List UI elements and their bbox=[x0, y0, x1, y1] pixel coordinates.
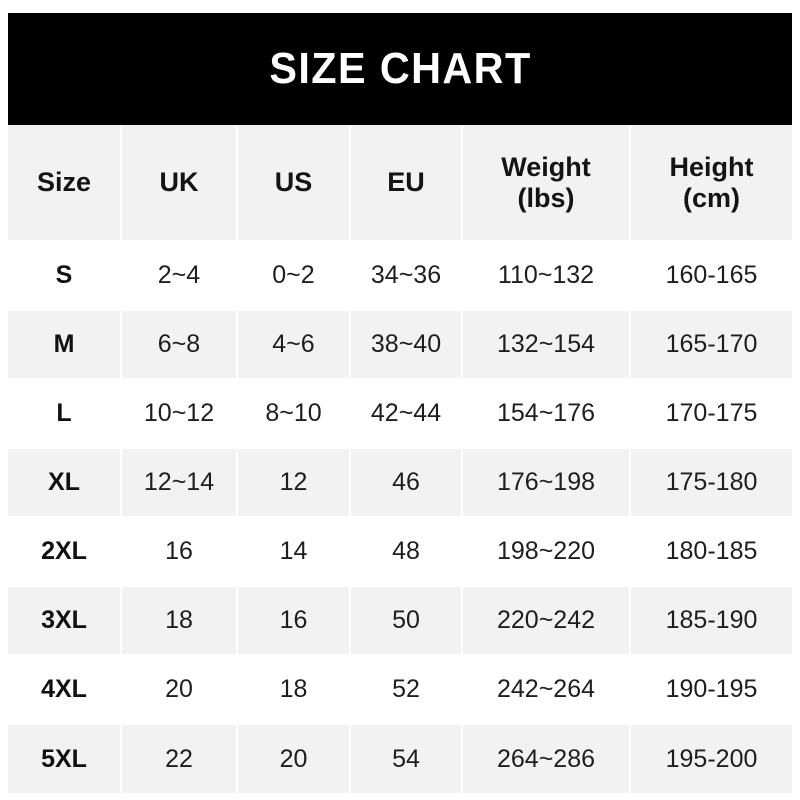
column-header-height-line1: Height bbox=[669, 152, 754, 183]
cell-size: L bbox=[8, 379, 122, 449]
cell-uk: 12~14 bbox=[121, 448, 238, 518]
cell-eu: 38~40 bbox=[350, 310, 463, 380]
cell-size: M bbox=[8, 310, 122, 380]
table-body: S 2~4 0~2 34~36 110~132 160-165 M 6~8 4~… bbox=[8, 241, 792, 793]
cell-size: 3XL bbox=[8, 586, 122, 656]
cell-uk: 2~4 bbox=[121, 241, 238, 311]
table-row: XL 12~14 12 46 176~198 175-180 bbox=[8, 448, 792, 518]
cell-us: 20 bbox=[237, 724, 351, 793]
column-header-weight-line2: (lbs) bbox=[517, 182, 575, 213]
column-header-height: Height (cm) bbox=[630, 125, 792, 242]
cell-eu: 52 bbox=[350, 655, 463, 725]
cell-height: 165-170 bbox=[630, 310, 792, 380]
cell-uk: 20 bbox=[121, 655, 238, 725]
cell-size: 5XL bbox=[8, 724, 122, 793]
column-header-eu: EU bbox=[350, 125, 463, 242]
cell-height: 190-195 bbox=[630, 655, 792, 725]
cell-weight: 110~132 bbox=[462, 241, 631, 311]
cell-weight: 220~242 bbox=[462, 586, 631, 656]
table-header: Size UK US EU bbox=[8, 125, 792, 242]
cell-us: 8~10 bbox=[237, 379, 351, 449]
cell-us: 14 bbox=[237, 517, 351, 587]
cell-height: 180-185 bbox=[630, 517, 792, 587]
size-chart-table: Size UK US EU bbox=[8, 125, 792, 793]
table-row: L 10~12 8~10 42~44 154~176 170-175 bbox=[8, 379, 792, 449]
table-header-row: Size UK US EU bbox=[8, 125, 792, 242]
cell-eu: 42~44 bbox=[350, 379, 463, 449]
cell-uk: 10~12 bbox=[121, 379, 238, 449]
column-header-height-line2: (cm) bbox=[682, 182, 740, 213]
cell-eu: 34~36 bbox=[350, 241, 463, 311]
table-row: 5XL 22 20 54 264~286 195-200 bbox=[8, 724, 792, 793]
cell-weight: 242~264 bbox=[462, 655, 631, 725]
cell-size: 4XL bbox=[8, 655, 122, 725]
cell-height: 175-180 bbox=[630, 448, 792, 518]
cell-weight: 176~198 bbox=[462, 448, 631, 518]
cell-height: 160-165 bbox=[630, 241, 792, 311]
table-row: S 2~4 0~2 34~36 110~132 160-165 bbox=[8, 241, 792, 311]
table-row: M 6~8 4~6 38~40 132~154 165-170 bbox=[8, 310, 792, 380]
cell-us: 18 bbox=[237, 655, 351, 725]
cell-eu: 46 bbox=[350, 448, 463, 518]
cell-uk: 18 bbox=[121, 586, 238, 656]
cell-height: 185-190 bbox=[630, 586, 792, 656]
table-row: 2XL 16 14 48 198~220 180-185 bbox=[8, 517, 792, 587]
page-title: SIZE CHART bbox=[268, 44, 532, 93]
column-header-weight-line1: Weight bbox=[501, 152, 591, 183]
cell-uk: 6~8 bbox=[121, 310, 238, 380]
column-header-uk-line1: UK bbox=[159, 167, 199, 198]
cell-weight: 264~286 bbox=[462, 724, 631, 793]
cell-eu: 48 bbox=[350, 517, 463, 587]
cell-us: 16 bbox=[237, 586, 351, 656]
cell-weight: 132~154 bbox=[462, 310, 631, 380]
cell-weight: 154~176 bbox=[462, 379, 631, 449]
cell-height: 195-200 bbox=[665, 744, 758, 773]
title-banner: SIZE CHART bbox=[8, 13, 792, 125]
cell-uk: 22 bbox=[121, 724, 238, 793]
table-row: 4XL 20 18 52 242~264 190-195 bbox=[8, 655, 792, 725]
table-row: 3XL 18 16 50 220~242 185-190 bbox=[8, 586, 792, 656]
cell-size: 2XL bbox=[8, 517, 122, 587]
cell-eu: 54 bbox=[350, 724, 463, 793]
column-header-size: Size bbox=[8, 125, 122, 242]
column-header-uk: UK bbox=[121, 125, 238, 242]
column-header-size-line1: Size bbox=[36, 167, 92, 198]
cell-size: S bbox=[8, 241, 122, 311]
cell-height: 170-175 bbox=[630, 379, 792, 449]
cell-weight: 198~220 bbox=[462, 517, 631, 587]
cell-us: 4~6 bbox=[237, 310, 351, 380]
cell-size: XL bbox=[8, 448, 122, 518]
column-header-weight: Weight (lbs) bbox=[462, 125, 631, 242]
cell-us: 0~2 bbox=[237, 241, 351, 311]
column-header-eu-line1: EU bbox=[387, 167, 425, 198]
column-header-us: US bbox=[237, 125, 351, 242]
cell-eu: 50 bbox=[350, 586, 463, 656]
cell-uk: 16 bbox=[121, 517, 238, 587]
cell-us: 12 bbox=[237, 448, 351, 518]
column-header-us-line1: US bbox=[274, 167, 313, 198]
